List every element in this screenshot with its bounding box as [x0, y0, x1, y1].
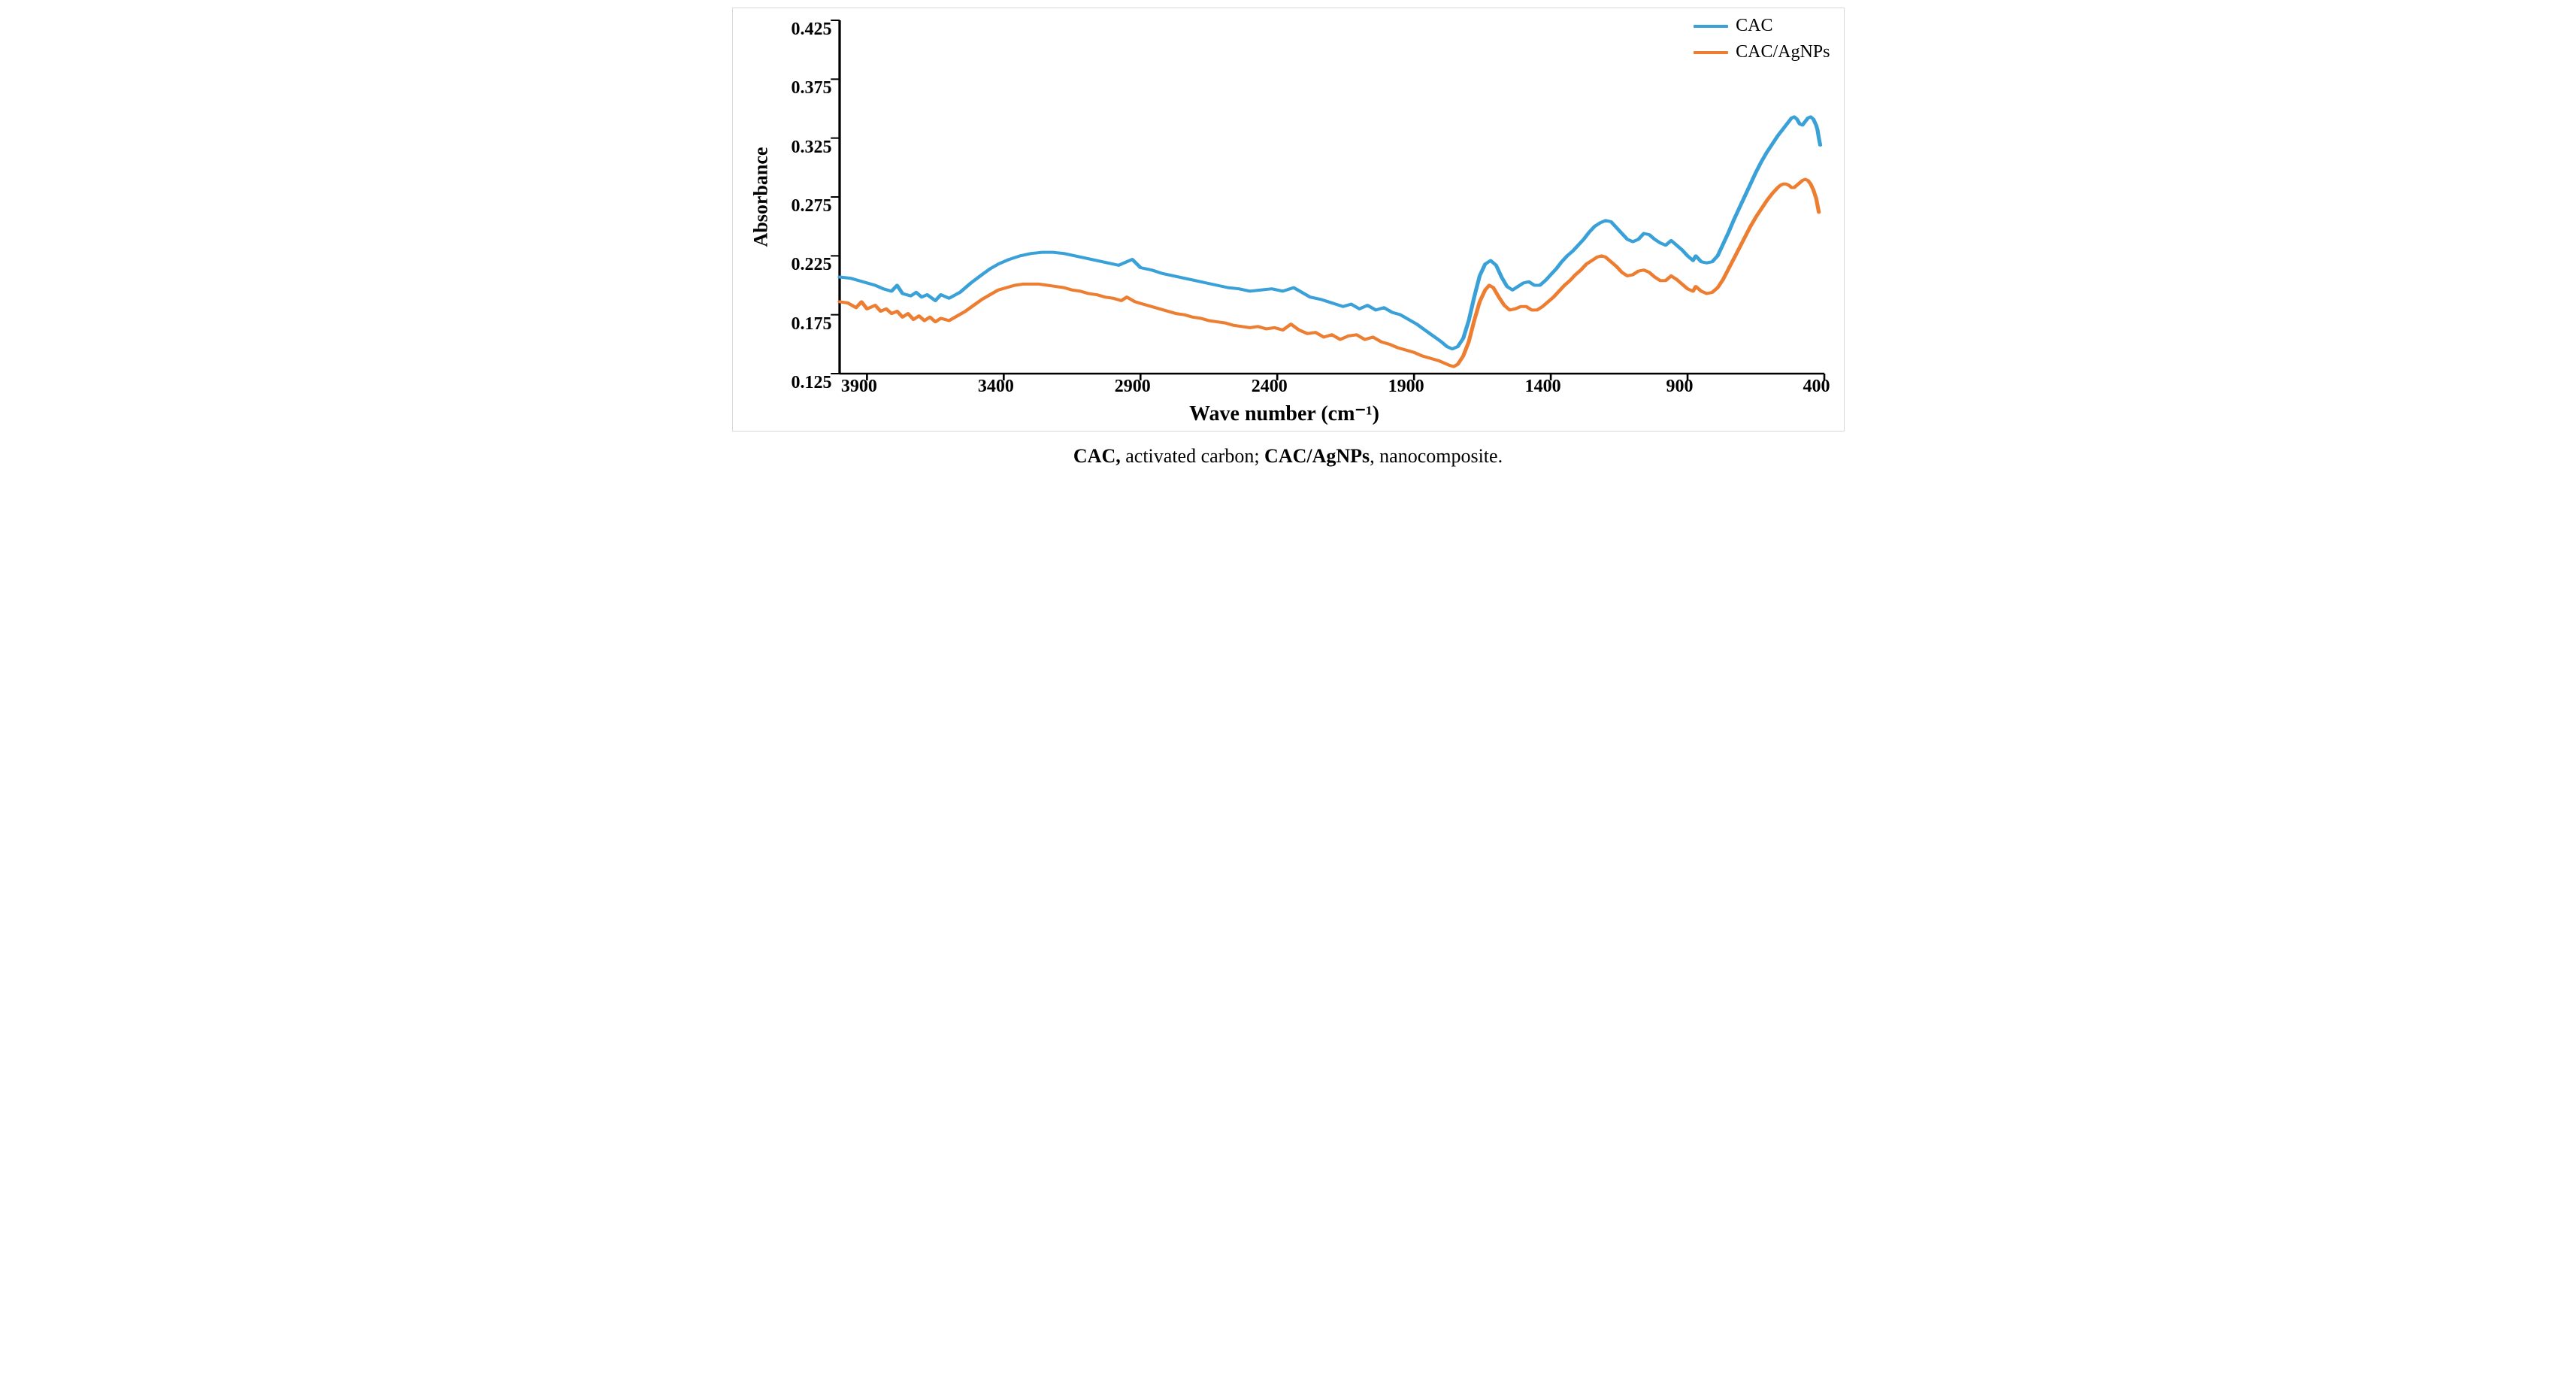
caption-part: , nanocomposite.: [1370, 445, 1503, 467]
figure-caption: CAC, activated carbon; CAC/AgNPs, nanoco…: [732, 445, 1845, 468]
legend: CAC CAC/AgNPs: [1694, 16, 1830, 62]
plot-row: Absorbance 0.4250.3750.3250.2750.2250.17…: [745, 20, 1824, 374]
plot-area: CACCAC/AgNPs: [840, 20, 1824, 374]
x-axis-label: Wave number (cm⁻¹): [745, 401, 1824, 426]
x-tick-label: 1900: [1388, 377, 1424, 397]
x-tick-label: 3900: [841, 377, 877, 397]
x-tick-label: 900: [1666, 377, 1694, 397]
x-tick-row: 390034002900240019001400900400: [832, 374, 1824, 399]
legend-swatch: [1694, 25, 1728, 28]
legend-item: CAC: [1694, 16, 1830, 36]
x-tick-label: 400: [1803, 377, 1830, 397]
x-tick-label: 1400: [1525, 377, 1561, 397]
legend-label: CAC/AgNPs: [1736, 42, 1830, 62]
legend-swatch: [1694, 51, 1728, 54]
plot-svg: [840, 20, 1824, 374]
ylabel-col: Absorbance: [745, 20, 778, 374]
x-tick-label: 2900: [1115, 377, 1151, 397]
x-tick-label: 2400: [1252, 377, 1288, 397]
figure-wrapper: Absorbance 0.4250.3750.3250.2750.2250.17…: [725, 0, 1852, 483]
y-tick-column: 0.4250.3750.3250.2750.2250.1750.125: [778, 20, 840, 374]
y-axis-label: Absorbance: [750, 147, 773, 247]
x-tick-label: 3400: [978, 377, 1014, 397]
legend-item: CAC/AgNPs: [1694, 42, 1830, 62]
caption-part: activated carbon;: [1125, 445, 1264, 467]
chart-frame: Absorbance 0.4250.3750.3250.2750.2250.17…: [732, 8, 1845, 432]
caption-part: CAC,: [1073, 445, 1125, 467]
legend-label: CAC: [1736, 16, 1772, 36]
series-cac: [840, 117, 1821, 349]
caption-part: CAC/AgNPs: [1264, 445, 1370, 467]
